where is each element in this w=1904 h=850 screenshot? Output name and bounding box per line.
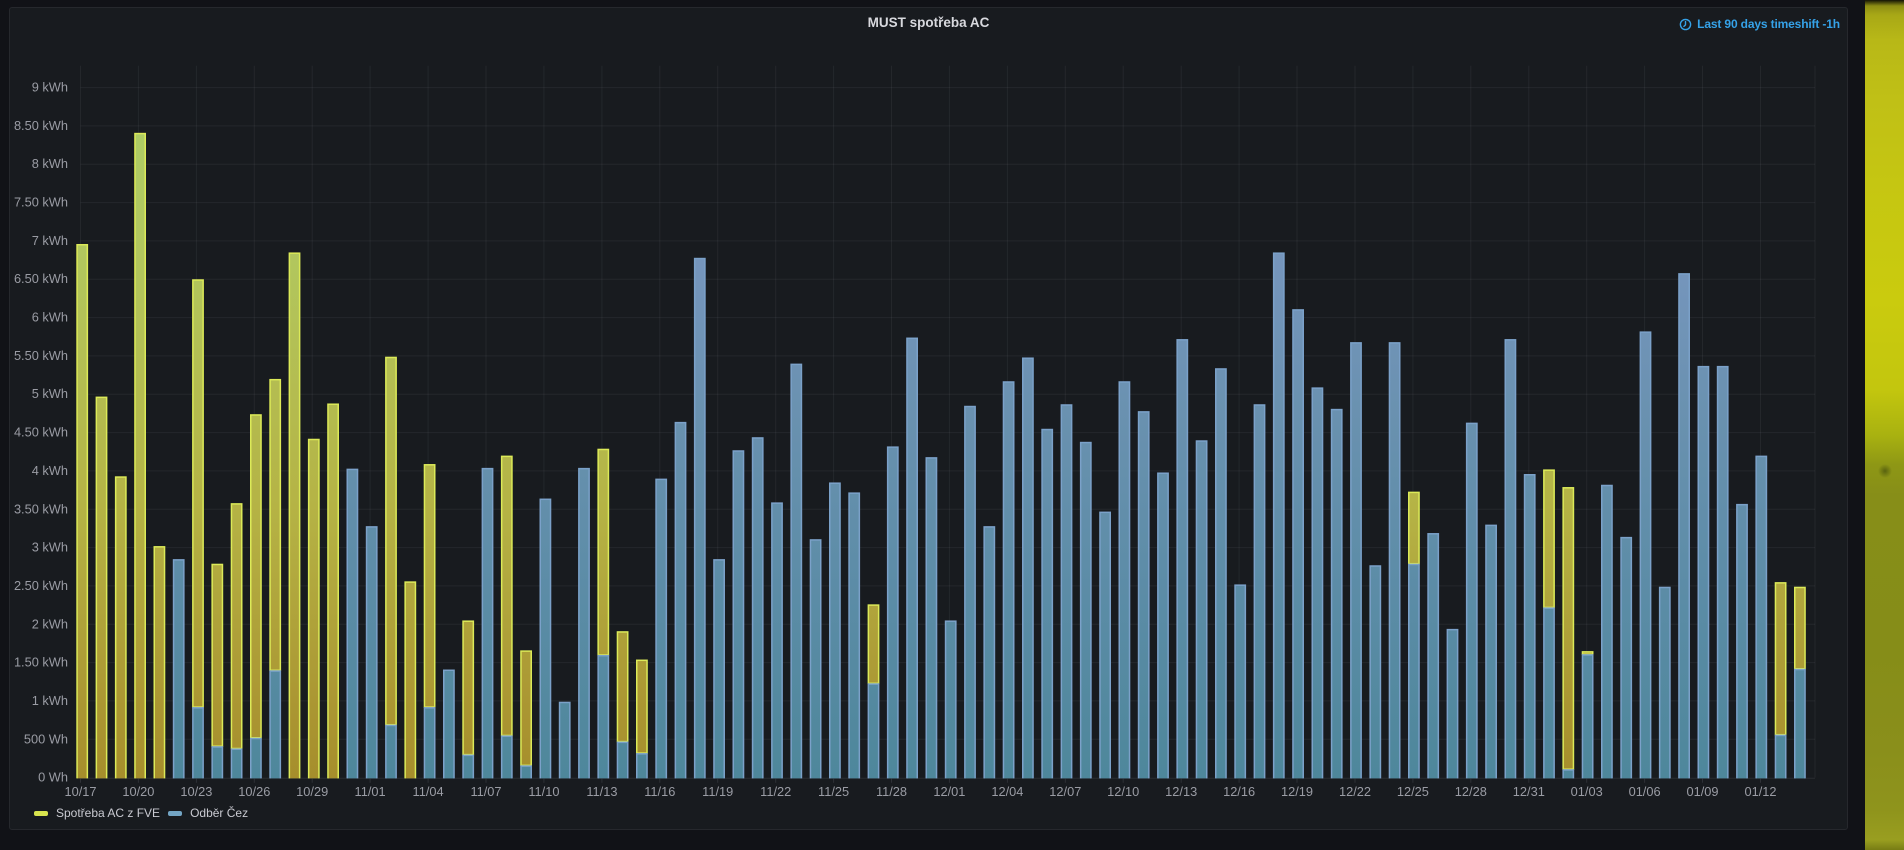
svg-text:10/23: 10/23 (180, 784, 212, 799)
svg-text:0 Wh: 0 Wh (38, 770, 68, 785)
svg-text:12/25: 12/25 (1397, 784, 1429, 799)
svg-text:11/19: 11/19 (702, 784, 733, 799)
svg-text:9 kWh: 9 kWh (32, 80, 68, 95)
svg-text:6.50 kWh: 6.50 kWh (14, 271, 68, 286)
svg-text:7 kWh: 7 kWh (32, 233, 68, 248)
svg-text:12/16: 12/16 (1223, 784, 1255, 799)
svg-text:11/25: 11/25 (818, 784, 849, 799)
svg-text:10/17: 10/17 (64, 784, 96, 799)
svg-text:1 kWh: 1 kWh (32, 693, 68, 708)
svg-text:11/28: 11/28 (876, 784, 907, 799)
svg-text:11/16: 11/16 (644, 784, 675, 799)
svg-text:12/19: 12/19 (1281, 784, 1313, 799)
svg-text:12/31: 12/31 (1513, 784, 1545, 799)
svg-text:01/06: 01/06 (1629, 784, 1661, 799)
svg-text:12/10: 12/10 (1107, 784, 1139, 799)
svg-text:11/07: 11/07 (470, 784, 501, 799)
svg-text:10/20: 10/20 (122, 784, 154, 799)
svg-text:3 kWh: 3 kWh (32, 540, 68, 555)
svg-text:11/22: 11/22 (760, 784, 791, 799)
svg-text:3.50 kWh: 3.50 kWh (14, 501, 68, 516)
svg-text:01/09: 01/09 (1686, 784, 1718, 799)
svg-text:11/10: 11/10 (528, 784, 559, 799)
svg-text:1.50 kWh: 1.50 kWh (14, 655, 68, 670)
svg-text:12/01: 12/01 (933, 784, 965, 799)
svg-text:2.50 kWh: 2.50 kWh (14, 578, 68, 593)
svg-text:01/12: 01/12 (1744, 784, 1776, 799)
svg-text:6 kWh: 6 kWh (32, 310, 68, 325)
svg-text:5.50 kWh: 5.50 kWh (14, 348, 68, 363)
svg-text:10/26: 10/26 (238, 784, 270, 799)
svg-text:4 kWh: 4 kWh (32, 463, 68, 478)
svg-text:7.50 kWh: 7.50 kWh (14, 195, 68, 210)
svg-text:2 kWh: 2 kWh (32, 616, 68, 631)
svg-text:12/28: 12/28 (1455, 784, 1487, 799)
svg-text:8.50 kWh: 8.50 kWh (14, 118, 68, 133)
svg-text:12/13: 12/13 (1165, 784, 1197, 799)
svg-text:01/03: 01/03 (1571, 784, 1603, 799)
svg-text:12/07: 12/07 (1049, 784, 1081, 799)
svg-text:12/04: 12/04 (991, 784, 1023, 799)
svg-text:11/01: 11/01 (355, 784, 386, 799)
svg-text:4.50 kWh: 4.50 kWh (14, 425, 68, 440)
svg-text:10/29: 10/29 (296, 784, 328, 799)
svg-text:11/04: 11/04 (413, 784, 444, 799)
svg-text:500 Wh: 500 Wh (24, 731, 68, 746)
svg-text:8 kWh: 8 kWh (32, 156, 68, 171)
svg-text:12/22: 12/22 (1339, 784, 1371, 799)
svg-text:11/13: 11/13 (586, 784, 617, 799)
svg-text:5 kWh: 5 kWh (32, 386, 68, 401)
